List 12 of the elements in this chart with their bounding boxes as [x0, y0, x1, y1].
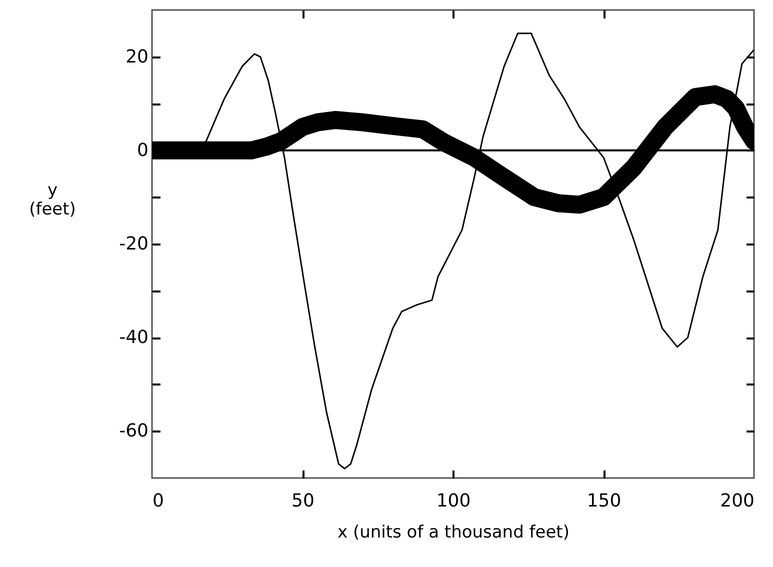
x-tick-label: 150 — [586, 490, 622, 512]
y-tick-label: 20 — [126, 46, 148, 68]
x-tick-label: 200 — [720, 490, 754, 512]
y-tick-label: -40 — [119, 327, 148, 348]
y-tick-label: 0 — [137, 140, 148, 161]
y-axis-title: y (feet) — [29, 180, 76, 220]
x-tick-label: 100 — [436, 490, 471, 512]
y-tick-label: -20 — [119, 234, 148, 254]
x-tick-label: 0 — [152, 490, 164, 512]
x-tick-label: 50 — [292, 490, 314, 512]
x-axis-title: x (units of a thousand feet) — [338, 522, 570, 542]
y-tick-label: -60 — [119, 420, 148, 442]
